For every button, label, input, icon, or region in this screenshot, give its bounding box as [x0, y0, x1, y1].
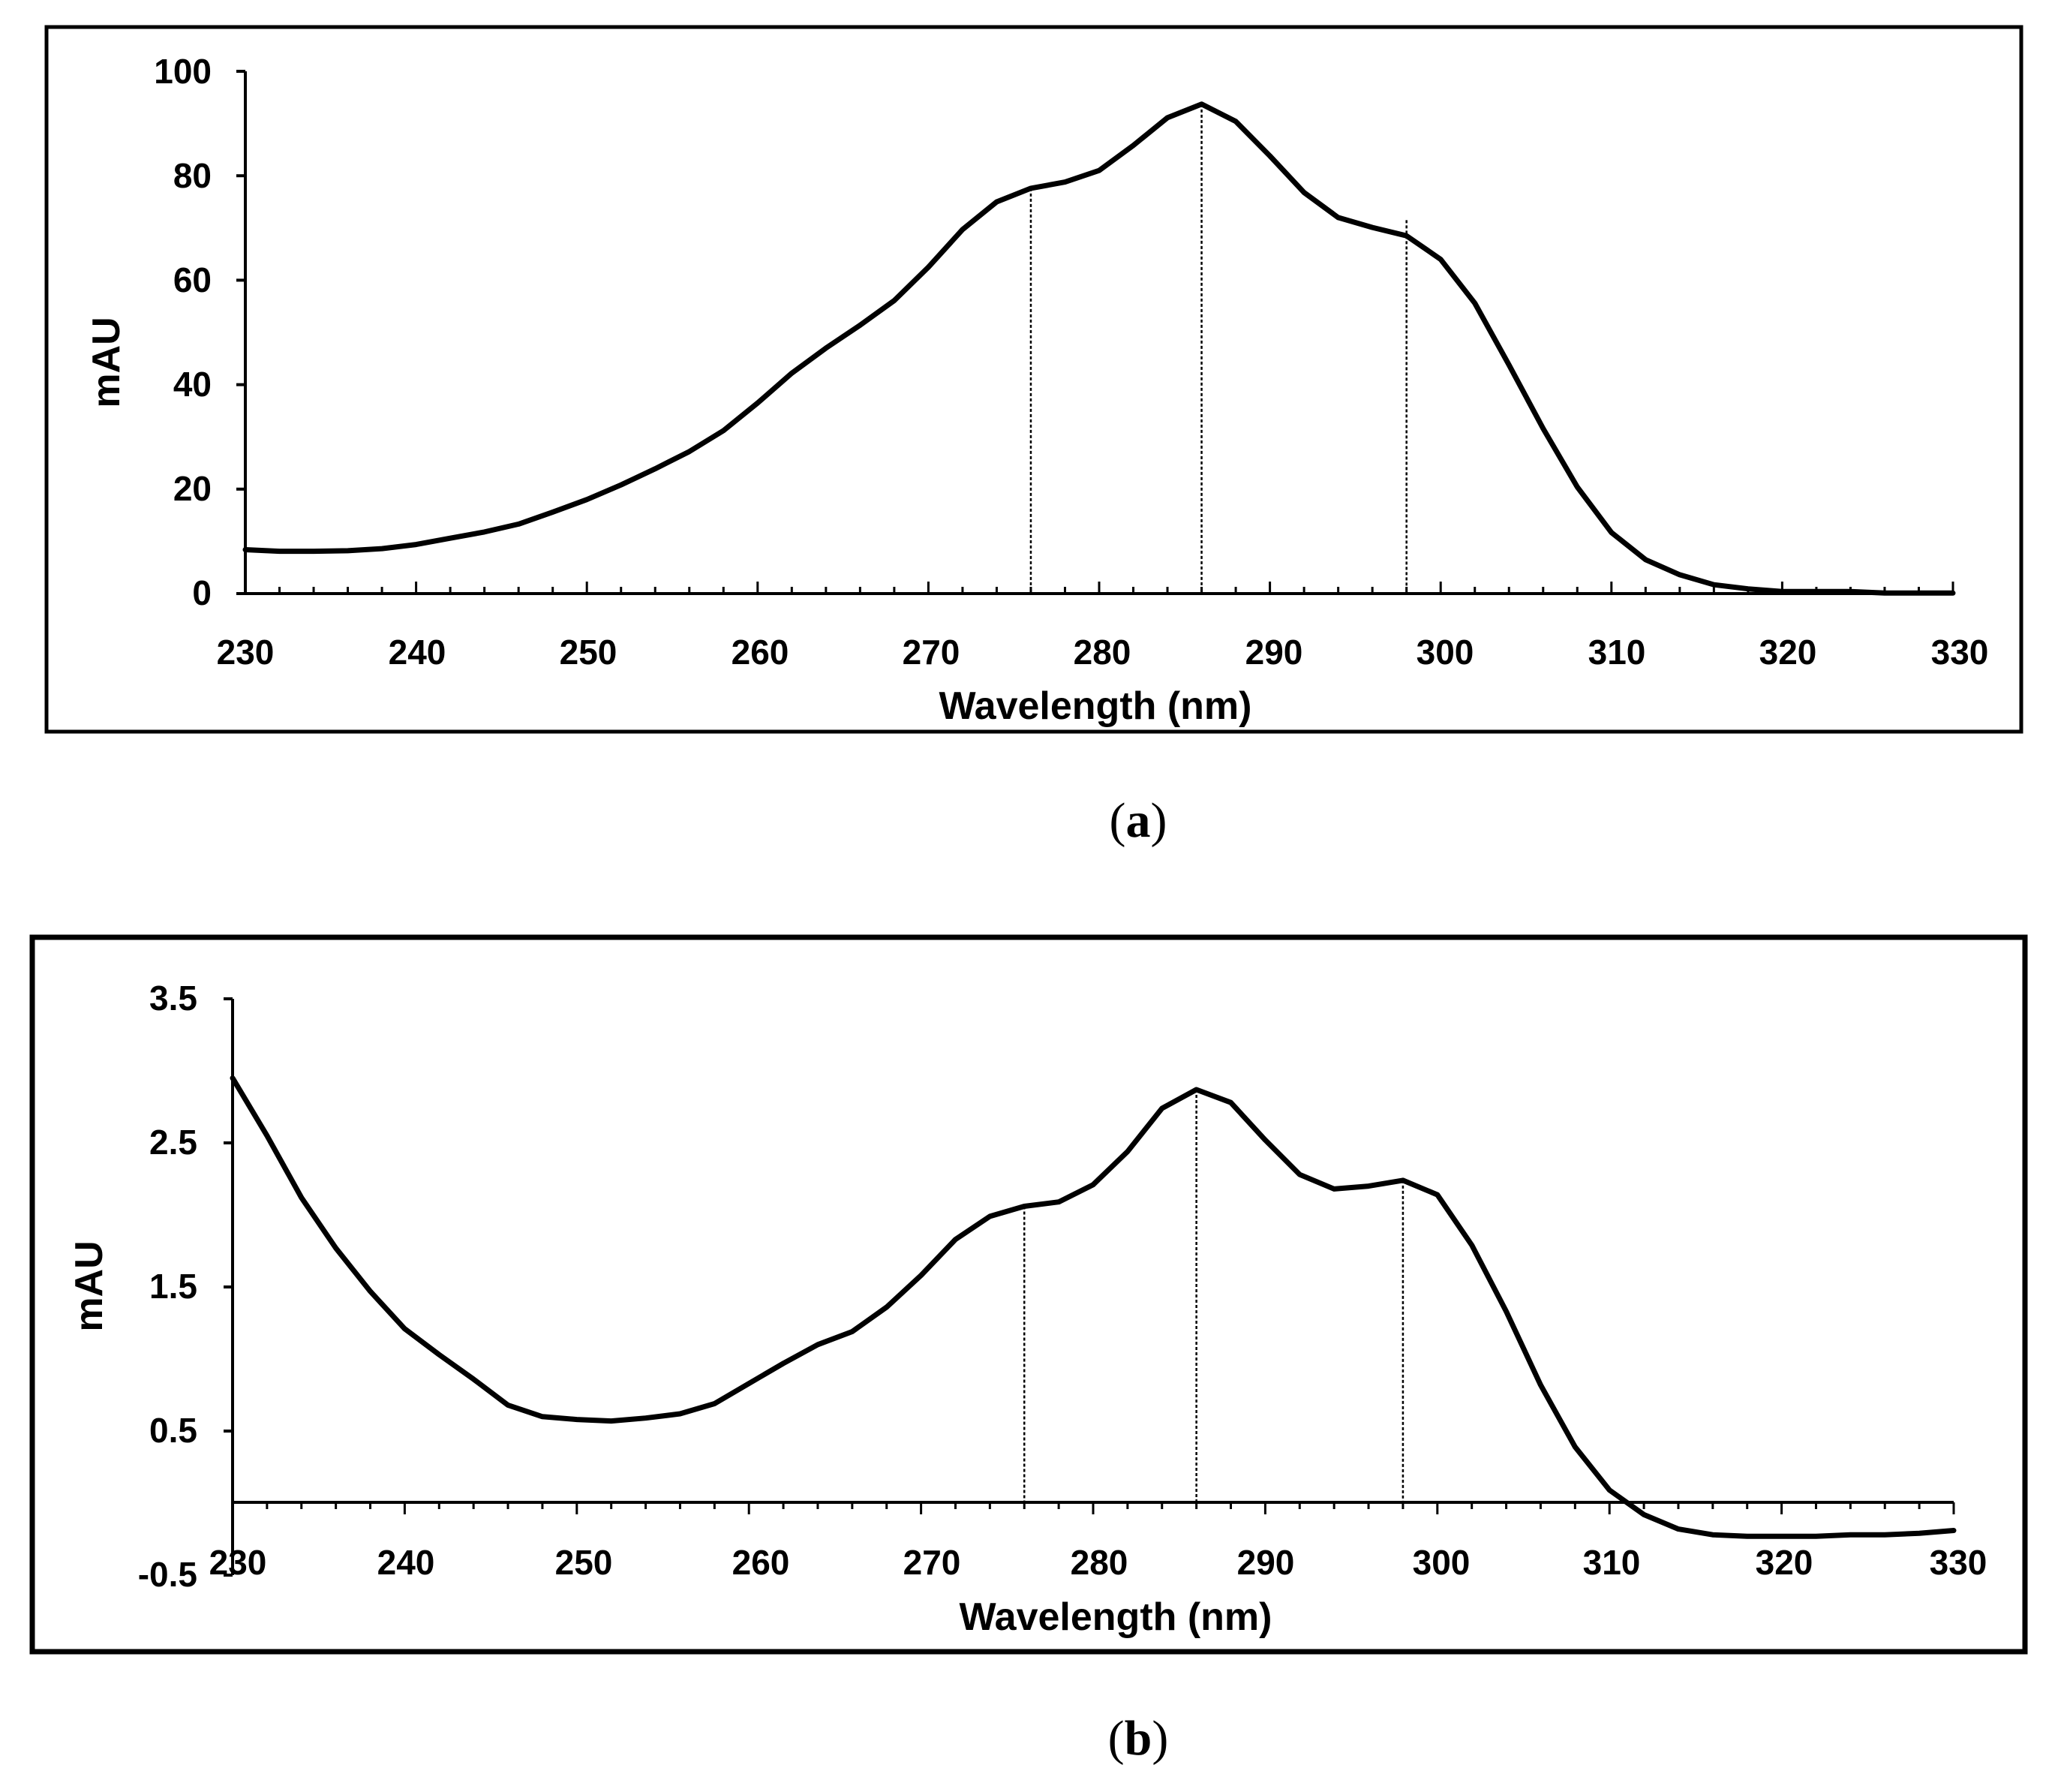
y-tick-label-b-2: 1.5 — [149, 1267, 197, 1306]
x-tick-label-b-240: 240 — [377, 1543, 435, 1582]
x-tick-label-b-250: 250 — [555, 1543, 613, 1582]
x-tick-label-b-270: 270 — [903, 1543, 961, 1582]
marker-lines-a — [1029, 104, 1408, 594]
x-tick-label-a-270: 270 — [903, 633, 960, 672]
chart-frame-b — [29, 934, 2028, 1655]
y-tick-label-a-0: 0 — [192, 573, 212, 612]
tick-marks-b — [224, 997, 1955, 1577]
chart-panel-a: 0 20 40 60 80 100 230 240 250 260 270 28… — [44, 25, 2023, 734]
x-tick-label-a-260: 260 — [732, 633, 789, 672]
chart-frame-a — [44, 25, 2023, 734]
panel-label-letter-a: a — [1126, 793, 1151, 848]
x-axis-title-a: Wavelength (nm) — [939, 684, 1252, 728]
y-tick-label-a-4: 80 — [173, 156, 212, 195]
panel-label-a: (a) — [1110, 793, 1167, 848]
y-tick-label-b-0: -0.5 — [138, 1555, 197, 1594]
x-tick-label-b-300: 300 — [1413, 1543, 1471, 1582]
x-tick-label-b-330: 330 — [1930, 1543, 1987, 1582]
x-tick-label-a-240: 240 — [389, 633, 446, 672]
y-tick-label-b-4: 3.5 — [149, 979, 197, 1018]
x-tick-label-b-310: 310 — [1583, 1543, 1641, 1582]
y-tick-label-a-1: 20 — [173, 469, 212, 508]
x-tick-label-a-300: 300 — [1417, 633, 1474, 672]
tick-marks-a — [236, 70, 1954, 595]
x-axis-title-b: Wavelength (nm) — [960, 1595, 1272, 1639]
chart-panel-b: -0.5 0.5 1.5 2.5 3.5 230 240 250 260 270… — [29, 934, 2028, 1655]
y-axis-title-a: mAU — [85, 317, 128, 407]
y-tick-label-b-1: 0.5 — [149, 1411, 197, 1450]
x-tick-label-b-260: 260 — [732, 1543, 790, 1582]
panel-label-letter-b: b — [1125, 1711, 1152, 1766]
y-axis-title-b: mAU — [68, 1240, 111, 1331]
x-tick-label-a-230: 230 — [217, 633, 275, 672]
x-tick-label-a-250: 250 — [560, 633, 617, 672]
series-line-a — [242, 101, 1956, 596]
x-tick-label-a-310: 310 — [1588, 633, 1646, 672]
marker-lines-b — [1023, 1089, 1405, 1502]
series-line-b — [230, 1075, 1957, 1539]
x-tick-label-a-330: 330 — [1931, 633, 1989, 672]
panel-label-b: (b) — [1108, 1711, 1169, 1766]
y-tick-label-b-3: 2.5 — [149, 1123, 197, 1162]
y-tick-label-a-5: 100 — [154, 52, 212, 91]
x-tick-label-a-320: 320 — [1759, 633, 1817, 672]
y-tick-label-a-2: 40 — [173, 365, 212, 404]
x-tick-label-b-290: 290 — [1237, 1543, 1295, 1582]
x-tick-label-b-230: 230 — [209, 1543, 267, 1582]
x-tick-label-b-320: 320 — [1756, 1543, 1813, 1582]
x-tick-label-a-280: 280 — [1074, 633, 1131, 672]
x-tick-label-a-290: 290 — [1245, 633, 1303, 672]
x-tick-label-b-280: 280 — [1071, 1543, 1128, 1582]
y-tick-label-a-3: 60 — [173, 260, 212, 299]
